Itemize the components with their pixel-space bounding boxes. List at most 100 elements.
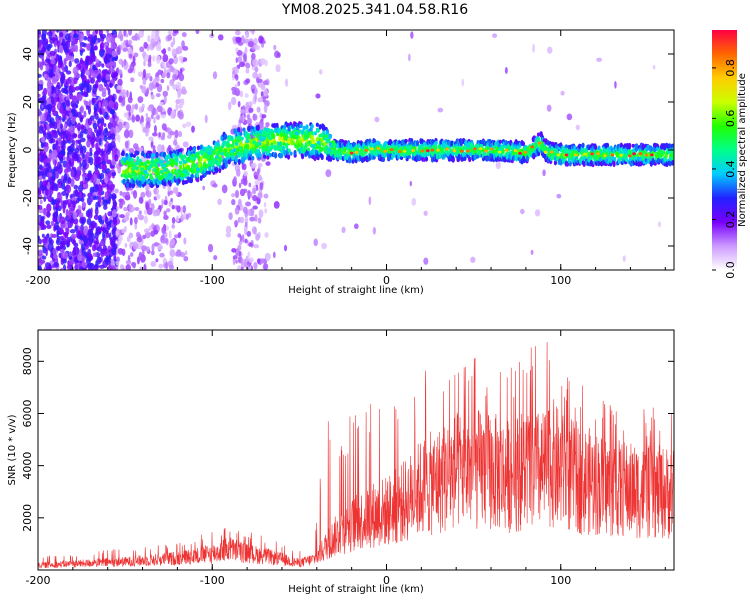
spectrogram-cell xyxy=(152,145,156,154)
spectrogram-cell xyxy=(109,117,114,123)
spectrogram-cell xyxy=(72,239,77,247)
spectrogram-cell xyxy=(71,116,76,125)
spectrogram-cell xyxy=(84,182,89,190)
spectrogram-cell xyxy=(146,159,150,164)
spectrogram-cell xyxy=(240,266,244,270)
spectrogram-cell xyxy=(165,261,169,270)
spectrogram-cell xyxy=(46,203,52,213)
spectrogram-cell xyxy=(125,212,131,217)
spectrogram-cell xyxy=(236,264,243,270)
spectrogram-cell xyxy=(177,178,181,184)
spectrogram-cell xyxy=(96,74,100,83)
spectrogram-cell xyxy=(95,80,99,89)
spectrogram-cell xyxy=(91,97,95,106)
spectrogram-cell xyxy=(88,235,94,243)
spectrogram-cell xyxy=(259,58,266,66)
spectrogram-cell xyxy=(119,264,125,270)
spectrogram-cell xyxy=(250,265,253,270)
spectrogram-peak xyxy=(411,148,415,152)
spectrogram-cell xyxy=(207,151,212,156)
spectrogram-cell xyxy=(57,61,63,69)
spectrogram-cell xyxy=(178,55,184,62)
spectrogram-cell xyxy=(38,186,42,196)
spectrogram-cell xyxy=(404,138,408,143)
spectrogram-cell xyxy=(82,175,85,183)
spectrogram-cell xyxy=(105,54,109,61)
spectrogram-cell xyxy=(242,206,248,214)
spectrogram-peak xyxy=(430,148,435,152)
spectrogram-cell xyxy=(155,82,160,87)
spectrogram-cell xyxy=(372,227,377,235)
spectrogram-cell xyxy=(249,191,253,198)
spectrogram-cell xyxy=(80,124,84,130)
spectrogram-cell xyxy=(132,190,138,199)
spectrogram-cell xyxy=(152,153,156,158)
spectrogram-cell xyxy=(199,155,203,162)
spectrogram-cell xyxy=(325,130,329,135)
spectrogram-cell xyxy=(278,145,283,150)
spectrogram-cell xyxy=(219,157,223,162)
spectrogram-peak xyxy=(504,148,509,152)
spectrogram-cell xyxy=(93,45,98,51)
spectrogram-cell xyxy=(157,245,163,250)
spectrogram-cell xyxy=(60,257,65,266)
spectrogram-cell xyxy=(90,76,95,84)
spectrogram-cell xyxy=(99,108,102,115)
spectrogram-cell xyxy=(250,207,255,217)
spectrogram-cell xyxy=(182,154,187,159)
spectrogram-cell xyxy=(214,154,219,159)
spectrogram-cell xyxy=(258,135,263,140)
spectrogram-cell xyxy=(89,156,94,166)
spectrogram-cell xyxy=(159,252,165,258)
spectrogram-cell xyxy=(66,184,72,194)
spectrogram-cell xyxy=(82,218,85,226)
spectrogram-cell xyxy=(241,35,245,42)
spectrogram-cell xyxy=(46,85,52,94)
spectrogram-peak xyxy=(425,149,430,153)
spectrogram-cell xyxy=(91,244,97,252)
spectrogram-peak xyxy=(513,149,518,153)
spectrogram-cell xyxy=(153,242,160,247)
spectrogram-cell xyxy=(73,189,79,197)
spectrogram-cell xyxy=(486,146,491,151)
spectrogram-cell xyxy=(68,60,72,68)
spectrogram-cell xyxy=(156,187,160,195)
spectrogram-cell xyxy=(182,205,187,214)
spectrogram-cell xyxy=(310,123,314,129)
spectrogram-cell xyxy=(60,140,67,146)
spectrogram-cell xyxy=(103,135,108,142)
spectrogram-cell xyxy=(53,121,58,130)
spectrogram-cell xyxy=(167,30,173,35)
spectrogram-cell xyxy=(199,144,204,149)
spectrogram-cell xyxy=(145,183,150,193)
spectrogram-cell xyxy=(167,144,172,152)
spectrogram-cell xyxy=(138,30,145,39)
spectrogram-cell xyxy=(265,161,271,166)
spectrogram-cell xyxy=(87,211,92,217)
spectrogram-cell xyxy=(255,142,260,147)
spectrogram-cell xyxy=(76,73,81,79)
spectrogram-cell xyxy=(83,35,88,41)
spectrogram-peak xyxy=(460,149,464,153)
spectrogram-cell xyxy=(65,227,69,233)
spectrogram-cell xyxy=(537,137,541,142)
spectrogram-cell xyxy=(125,264,131,270)
spectrogram-cell xyxy=(399,156,404,160)
spectrogram-cell xyxy=(237,158,241,166)
spectrogram-cell xyxy=(85,69,90,76)
spectrogram-cell xyxy=(245,62,251,69)
spectrogram-cell xyxy=(79,93,83,102)
spectrogram-cell xyxy=(161,226,167,235)
spectrogram-cell xyxy=(141,103,145,109)
spectrogram-cell xyxy=(71,95,78,103)
spectrogram-cell xyxy=(237,56,243,63)
spectrogram-peak xyxy=(389,148,394,152)
spectrogram-cell xyxy=(70,47,76,53)
spectrogram-cell xyxy=(58,45,64,53)
spectrogram-cell xyxy=(353,223,359,230)
spectrogram-peak xyxy=(556,153,561,157)
spectrogram-cell xyxy=(106,159,112,165)
spectrogram-cell xyxy=(305,124,309,130)
spectrogram-cell xyxy=(283,244,288,252)
spectrogram-cell xyxy=(114,154,119,162)
